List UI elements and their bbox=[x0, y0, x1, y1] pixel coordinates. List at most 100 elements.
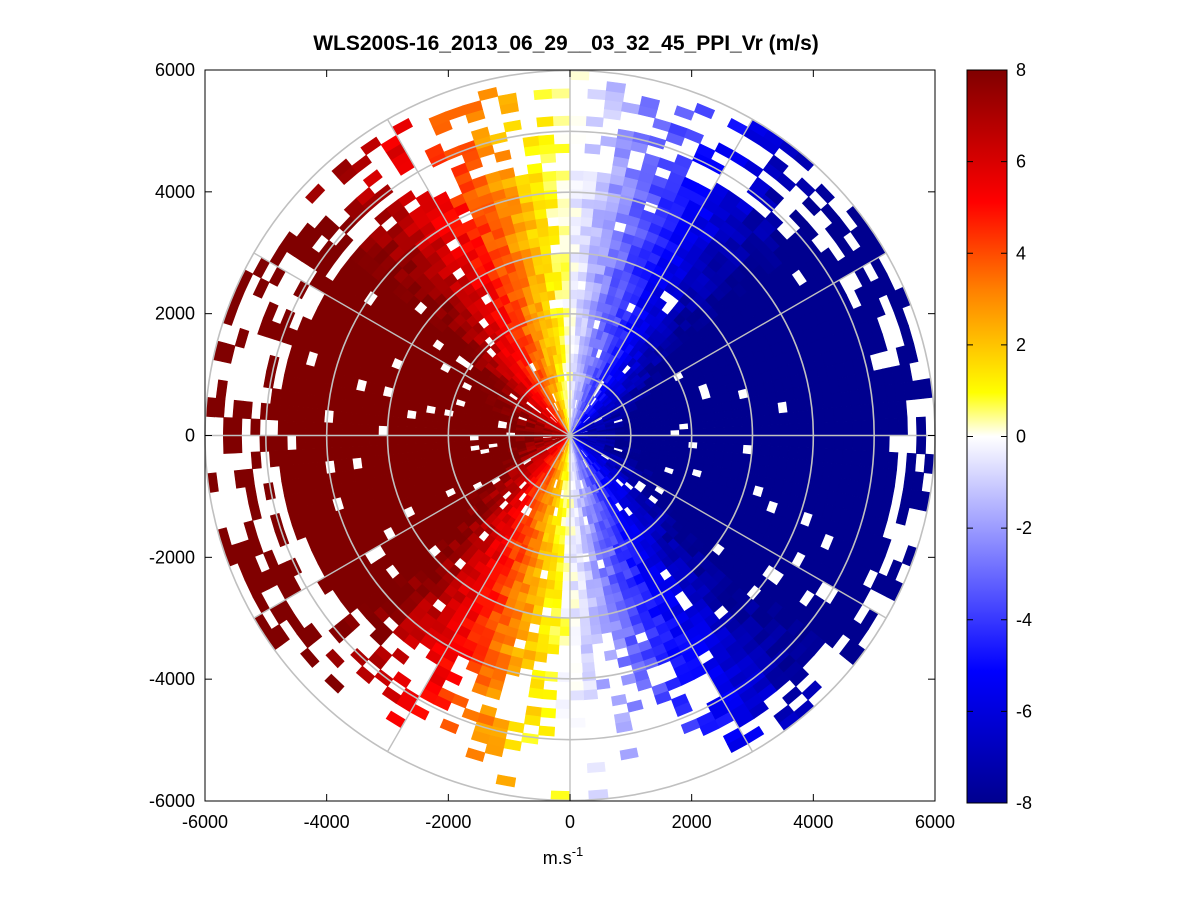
velocity-cell bbox=[824, 421, 835, 436]
velocity-cell bbox=[563, 535, 571, 546]
velocity-cell bbox=[569, 535, 577, 546]
velocity-cell bbox=[538, 725, 556, 737]
velocity-cell bbox=[576, 298, 585, 309]
velocity-cell bbox=[559, 243, 571, 254]
velocity-cell bbox=[414, 435, 425, 444]
velocity-cell bbox=[760, 445, 771, 457]
velocity-cell bbox=[852, 419, 863, 436]
velocity-cell bbox=[387, 435, 398, 446]
velocity-cell bbox=[560, 608, 571, 619]
velocity-cell bbox=[878, 451, 890, 470]
plot-area: -6000 -4000 -2000 0 2000 4000 6000 6000 4000 200… bbox=[149, 60, 955, 832]
colorbar-tick-label: 0 bbox=[1016, 427, 1026, 447]
velocity-cell bbox=[558, 225, 571, 236]
velocity-cell bbox=[569, 207, 583, 218]
x-tick-label: 2000 bbox=[672, 812, 712, 832]
velocity-cell bbox=[541, 689, 557, 701]
velocity-cell bbox=[241, 400, 253, 420]
velocity-cell bbox=[587, 88, 607, 101]
velocity-cell bbox=[569, 252, 580, 263]
velocity-cell bbox=[296, 406, 308, 423]
velocity-cell bbox=[589, 624, 602, 636]
velocity-cell bbox=[324, 673, 345, 694]
velocity-cell bbox=[387, 444, 398, 455]
velocity-cell bbox=[723, 443, 735, 454]
velocity-cell bbox=[788, 423, 799, 436]
chart-title: WLS200S-16_2013_06_29__03_32_45_PPI_Vr (… bbox=[313, 32, 819, 55]
velocity-cell bbox=[461, 707, 481, 723]
velocity-cell bbox=[543, 189, 558, 200]
velocity-cell bbox=[814, 183, 835, 204]
velocity-cell bbox=[432, 420, 444, 430]
velocity-cell bbox=[548, 234, 561, 246]
velocity-cell bbox=[619, 747, 639, 761]
velocity-cell bbox=[259, 435, 270, 453]
velocity-cell bbox=[569, 216, 582, 227]
velocity-cell bbox=[328, 624, 347, 644]
velocity-cell bbox=[562, 307, 571, 318]
velocity-cell bbox=[569, 298, 578, 309]
velocity-cell bbox=[688, 435, 699, 443]
velocity-cell bbox=[569, 261, 580, 272]
velocity-cell bbox=[860, 450, 872, 468]
velocity-cell bbox=[432, 427, 443, 436]
velocity-cell bbox=[433, 448, 445, 458]
velocity-cell bbox=[360, 445, 371, 458]
velocity-cell bbox=[559, 234, 571, 245]
velocity-cell bbox=[552, 589, 563, 600]
velocity-cell bbox=[751, 435, 762, 446]
velocity-cell bbox=[569, 662, 583, 674]
velocity-cell bbox=[553, 280, 563, 291]
velocity-cell bbox=[561, 270, 571, 281]
velocity-cell bbox=[305, 435, 316, 450]
velocity-cell bbox=[860, 403, 872, 421]
velocity-cell bbox=[870, 435, 881, 453]
velocity-cell bbox=[767, 456, 780, 469]
velocity-cell bbox=[697, 427, 708, 436]
velocity-cell bbox=[557, 316, 565, 327]
colorbar-tick-label: 4 bbox=[1016, 243, 1026, 263]
velocity-cell bbox=[562, 289, 571, 300]
x-axis-label-exponent: -1 bbox=[572, 844, 584, 859]
velocity-cell bbox=[569, 617, 581, 628]
velocity-cell bbox=[405, 435, 416, 445]
velocity-cell bbox=[295, 435, 307, 451]
velocity-cell bbox=[355, 665, 376, 685]
velocity-cell bbox=[581, 207, 595, 219]
velocity-cell bbox=[714, 442, 726, 453]
velocity-cell bbox=[586, 597, 598, 609]
velocity-cell bbox=[397, 408, 409, 419]
velocity-cell bbox=[569, 188, 584, 199]
velocity-cell bbox=[314, 448, 326, 463]
velocity-cell bbox=[557, 197, 571, 209]
colorbar-tick-label: -4 bbox=[1016, 610, 1032, 630]
velocity-cell bbox=[805, 409, 817, 424]
velocity-cell bbox=[584, 579, 595, 591]
velocity-cell bbox=[432, 441, 444, 451]
velocity-cell bbox=[268, 435, 279, 452]
velocity-cell bbox=[569, 170, 585, 181]
colorbar-tick-label: 8 bbox=[1016, 60, 1026, 80]
velocity-cell bbox=[591, 217, 605, 229]
velocity-cell bbox=[590, 633, 604, 645]
velocity-cell bbox=[832, 448, 844, 465]
velocity-cell bbox=[562, 562, 571, 573]
velocity-cell bbox=[561, 580, 571, 591]
velocity-cell bbox=[405, 417, 417, 428]
velocity-cell bbox=[332, 447, 344, 461]
velocity-cell bbox=[243, 520, 258, 541]
velocity-cell bbox=[579, 616, 591, 628]
velocity-cell bbox=[360, 456, 373, 469]
velocity-cell bbox=[724, 435, 735, 445]
velocity-cell bbox=[546, 570, 557, 582]
velocity-cell bbox=[815, 435, 826, 450]
velocity-cell bbox=[559, 617, 571, 628]
velocity-cell bbox=[397, 452, 409, 463]
velocity-cell bbox=[761, 435, 772, 447]
velocity-cell bbox=[350, 412, 362, 425]
velocity-cell bbox=[300, 647, 320, 668]
velocity-cell bbox=[536, 116, 555, 128]
velocity-cell bbox=[583, 689, 599, 701]
velocity-cell bbox=[569, 316, 577, 327]
velocity-cell bbox=[776, 457, 789, 471]
